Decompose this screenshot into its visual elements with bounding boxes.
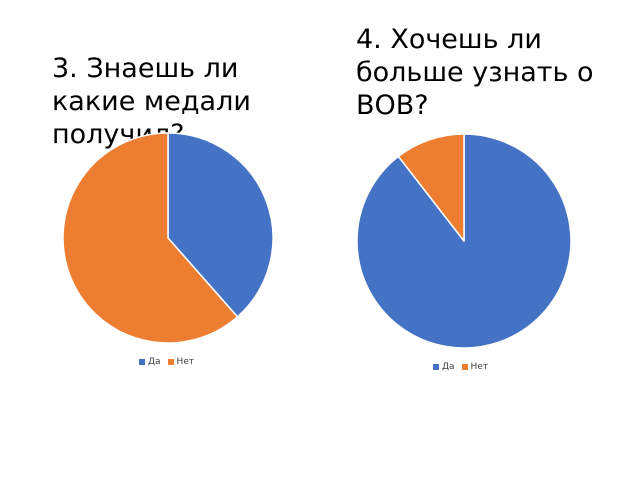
legend-medals: Да Нет: [139, 357, 201, 367]
legend-item-da: Да: [139, 357, 161, 367]
legend-label-da: Да: [442, 362, 455, 372]
legend-item-da: Да: [433, 362, 455, 372]
legend-label-net: Нет: [470, 362, 489, 372]
legend-swatch-net: [167, 359, 174, 365]
legend-swatch-da: [139, 359, 145, 365]
pie-slice-net: [397, 133, 465, 242]
legend-wow: Да Нет: [433, 362, 495, 372]
pie-chart-medals: [62, 132, 274, 344]
chart-title-wow: 4. Хочешь ли больше узнать о ВОВ?: [356, 24, 594, 121]
legend-label-net: Нет: [176, 357, 195, 367]
legend-swatch-net: [461, 364, 468, 370]
pie-chart-wow: [356, 133, 572, 349]
legend-swatch-da: [433, 364, 439, 370]
legend-item-net: Нет: [167, 357, 195, 367]
pie-slice-net: [62, 132, 239, 344]
legend-label-da: Да: [148, 357, 161, 367]
legend-item-net: Нет: [461, 362, 489, 372]
pie-slice-da: [167, 132, 274, 318]
